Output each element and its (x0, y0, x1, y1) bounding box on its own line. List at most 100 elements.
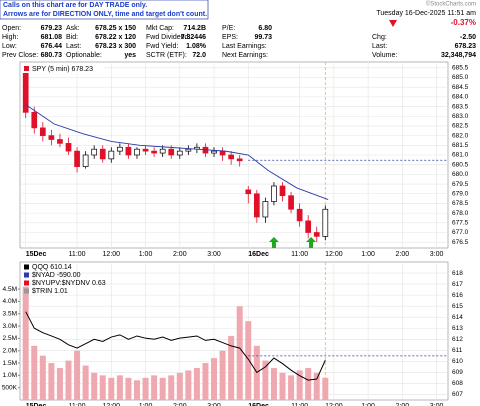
y-tick-label: 616 (452, 292, 463, 299)
quote-label: Ask: (66, 25, 80, 32)
candle-body (57, 139, 63, 144)
y2-tick-label: 3.5M (3, 310, 17, 317)
candle-body (245, 189, 252, 195)
stat-value: 32,348,794 (441, 52, 476, 59)
quote-value: 681.08 (41, 34, 63, 41)
candle-body (313, 232, 320, 237)
quote-value: 6.80 (258, 25, 272, 32)
candle-body (125, 146, 132, 156)
notice: Arrows are for DIRECTION ONLY, time and … (3, 11, 207, 18)
x-tick-label: 1:00 (361, 403, 375, 406)
x-tick-label: 3:00 (430, 403, 444, 406)
quote-label: EPS: (222, 34, 238, 41)
x-tick-label: 12:00 (325, 251, 343, 258)
quote-value: 714.2B (183, 25, 206, 32)
y2-tick-label: 1.0M (3, 372, 17, 379)
x-tick-label: 16Dec (248, 403, 269, 406)
volume-bar (245, 321, 252, 400)
y2-tick-label: 500K (2, 384, 18, 391)
candle-body (168, 148, 175, 156)
x-tick-label: 2:00 (173, 403, 187, 406)
change-pct: -0.37% (451, 18, 476, 27)
volume-bar (31, 345, 38, 400)
quote-label: Fwd Yield: (146, 43, 178, 50)
direction-arrow (268, 237, 279, 248)
candle-body (74, 150, 80, 167)
volume-bar (176, 372, 183, 400)
y-tick-label: 684.0 (452, 94, 469, 101)
volume-bar (279, 372, 286, 400)
quote-value: 678.22 x 120 (95, 34, 136, 41)
x-tick-label: 11:00 (69, 251, 86, 258)
notice-box (0, 0, 209, 20)
quote-label: Bid: (66, 34, 78, 41)
x-tick-label: 12:00 (325, 403, 343, 406)
y-tick-label: 607 (452, 391, 463, 398)
legend-swatch (24, 288, 29, 294)
x-tick-label: 11:00 (69, 403, 86, 406)
candle-body (185, 148, 192, 152)
x-tick-label: 3:00 (207, 251, 221, 258)
y2-tick-label: 4.5M (3, 286, 17, 293)
volume-bar (125, 377, 132, 400)
quote-label: Last: (66, 43, 81, 50)
quote-value: 72.0 (192, 52, 206, 59)
volume-bar (91, 372, 98, 400)
quote-label: Next Earnings: (222, 52, 268, 59)
volume-bar (168, 375, 175, 400)
volume-bar (313, 372, 320, 400)
y2-tick-label: 1.5M (3, 360, 17, 367)
volume-bar (39, 355, 46, 400)
quote-label: Mkt Cap: (146, 25, 174, 32)
notice: Calls on this chart are for DAY TRADE on… (3, 2, 147, 9)
volume-bar (159, 377, 166, 400)
candle-body (99, 148, 106, 160)
volume-bar (228, 335, 235, 400)
quote-label: Open: (2, 25, 21, 32)
y-tick-label: 617 (452, 281, 463, 288)
y-tick-label: 682.5 (452, 123, 469, 130)
stat-value: 678.23 (455, 43, 477, 50)
candle-body (151, 150, 157, 154)
x-tick-label: 12:00 (103, 251, 121, 258)
quote-value: 1.08% (186, 43, 207, 50)
quote-value: 676.44 (41, 43, 63, 50)
y-tick-label: 681.5 (452, 142, 469, 149)
down-triangle (389, 20, 397, 27)
volume-bar (270, 367, 277, 400)
y-tick-label: 680.5 (452, 161, 469, 168)
volume-bar (305, 367, 312, 400)
y-tick-label: 685.5 (452, 65, 469, 72)
x-tick-label: 2:00 (396, 403, 410, 406)
candle-body (271, 185, 277, 202)
legend-label: $TRIN 1.01 (32, 288, 68, 295)
y-tick-label: 685.0 (452, 74, 469, 81)
x-tick-label: 1:00 (139, 251, 153, 258)
volume-bar (22, 286, 29, 400)
stat-label: Volume: (372, 52, 397, 59)
y-tick-label: 678.5 (452, 200, 469, 207)
x-tick-label: 2:00 (173, 251, 187, 258)
candle-body (176, 150, 183, 156)
candle-body (288, 195, 294, 210)
legend-box (22, 64, 104, 73)
x-tick-label: 1:00 (361, 251, 375, 258)
volume-bar (288, 375, 295, 400)
x-tick-label: 3:00 (430, 251, 444, 258)
volume-bar (193, 367, 200, 400)
quote-value: 678.23 x 300 (95, 43, 136, 50)
quote-value: 7.32446 (181, 34, 206, 41)
candle-body (65, 143, 72, 152)
candle-body (142, 148, 149, 152)
volume-bar (219, 350, 226, 400)
y2-tick-label: 4.0M (3, 298, 17, 305)
x-tick-label: 11:00 (291, 403, 308, 406)
volume-bar (236, 306, 243, 400)
y2-tick-label: 3.0M (3, 323, 17, 330)
volume-bar (65, 360, 72, 400)
volume-bar (99, 375, 106, 400)
candle-body (228, 154, 234, 160)
candle-body (159, 148, 166, 154)
x-tick-label: 15Dec (26, 251, 47, 258)
